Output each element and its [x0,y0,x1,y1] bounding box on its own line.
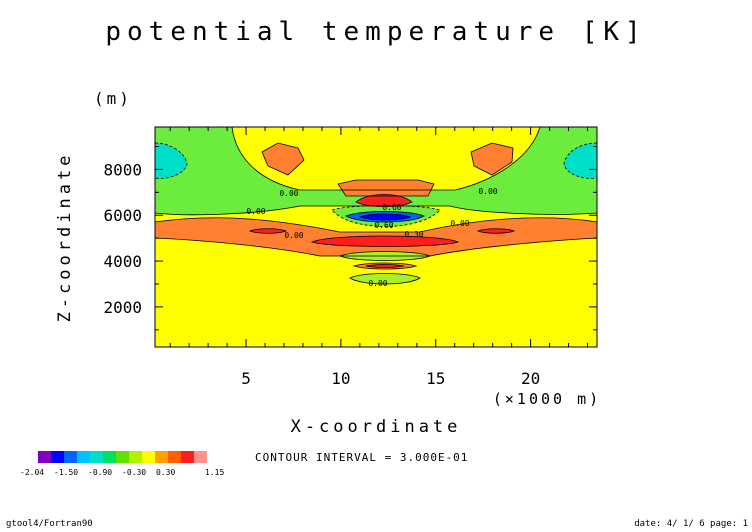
center-top-red-contour [355,194,413,207]
colorbar-swatch [168,451,181,463]
y-tick-label: 8000 [103,160,142,179]
x-axis-label: X-coordinate [291,417,462,437]
colorbar-label: -0.30 [122,468,146,477]
colorbar-swatch [51,451,64,463]
center-blue-core-contour [345,211,425,223]
right-upper-orange [471,143,513,175]
lower-orange-lens-contour [352,262,418,270]
y-tick-label: 4000 [103,252,142,271]
plot-field [155,127,597,347]
colorbar-swatch [116,451,129,463]
center-blue-inner [360,214,410,220]
contour-label: 0.00 [284,231,303,240]
contour-label: 0.00 [478,187,497,196]
colorbar-swatch [194,451,207,463]
lower-green-lens-1-contour [338,251,432,261]
right-red-lens [478,228,514,234]
right-cyan-cell-contour [563,142,598,179]
chart-title: potential temperature [K] [105,17,646,47]
contour-labels: 0.00 0.00 0.00 0.00 0.00 0.60 0.60 0.30 0.00 [246,187,497,288]
center-red-band-contour [310,235,460,247]
contour-label: 0.60 [374,221,393,230]
colorbar-label: -1.50 [54,468,78,477]
right-red-lens-contour [476,228,516,234]
lower-green-lens-2 [350,273,420,284]
contour-interval: CONTOUR INTERVAL = 3.000E-01 [255,451,468,464]
y-axis-label: Z-coordinate [55,152,75,323]
contour-label: 0.30 [404,230,423,239]
center-red-band [312,236,458,247]
colorbar-labels: -2.04 -1.50 -0.90 -0.30 0.30 1.15 [20,468,224,477]
x-tick-label: 10 [331,369,350,388]
contour-label: 0.00 [450,219,469,228]
colorbar-swatch [90,451,103,463]
x-tick-label: 20 [521,369,540,388]
colorbar-label: 0.30 [156,468,175,477]
colorbar-swatch [77,451,90,463]
lower-red-line [366,264,404,268]
colorbar-swatch [155,451,168,463]
colorbar-swatch [142,451,155,463]
left-red-lens [250,228,286,234]
colorbar-swatch [181,451,194,463]
center-top-red [356,194,412,207]
right-cyan-cell [564,143,597,179]
upper-green-band [155,127,597,215]
lower-red-line-contour [365,264,405,268]
colorbar-swatch [129,451,142,463]
center-top-orange [338,180,434,196]
colorbar-swatch [64,451,77,463]
y-tick-label: 2000 [103,298,142,317]
x-tick-label: 15 [426,369,445,388]
center-top-orange-contour [337,179,435,197]
x-axis-unit: (×1000 m) [493,390,601,408]
y-tick-label: 6000 [103,206,142,225]
left-cyan-cell-contour [154,142,188,179]
colorbar-label: -2.04 [20,468,44,477]
left-upper-orange-contour [261,142,305,176]
x-tick-label: 5 [241,369,251,388]
colorbar-label: -0.90 [88,468,112,477]
colorbar-swatch [103,451,116,463]
lower-green-lens-2-contour [349,273,421,285]
footer-date-page: date: 4/ 1/ 6 page: 1 [634,519,748,529]
footer-software: gtool4/Fortran90 [6,519,93,529]
center-green-lens-contour [331,205,441,227]
left-upper-orange [262,143,304,175]
center-blue-inner-contour [358,213,412,221]
x-axis-ticks: 5 10 15 20 [169,127,589,388]
contour-label: 0.60 [382,203,401,212]
y-axis-unit: (m) [94,89,132,108]
colorbar-label: 1.15 [205,468,224,477]
contour-label: 0.00 [368,279,387,288]
contour-label: 0.00 [279,189,298,198]
left-red-lens-contour [248,228,288,234]
plot-frame [154,126,598,348]
contour-label: 0.00 [246,207,265,216]
right-upper-orange-contour [470,142,514,176]
colorbar [38,451,207,463]
y-axis-ticks: 2000 4000 6000 8000 [103,145,597,331]
colorbar-swatch [38,451,51,463]
